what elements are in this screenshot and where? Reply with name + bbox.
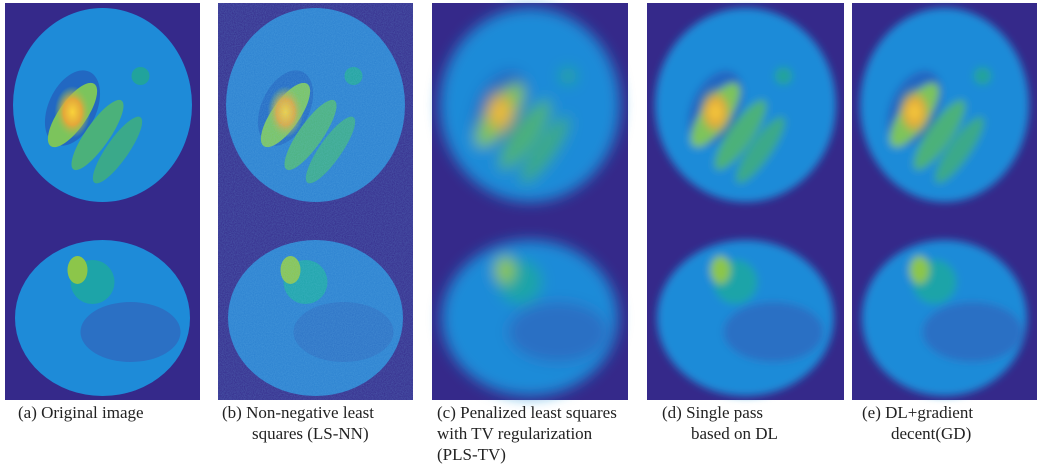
phantom — [860, 8, 1029, 396]
image-panel — [432, 3, 628, 400]
bottom-spot — [495, 256, 515, 284]
phantom — [440, 8, 620, 396]
caption: squares (LS-NN) — [252, 424, 369, 443]
image-panel — [852, 3, 1037, 400]
lobe — [735, 116, 786, 184]
top-disk — [860, 8, 1029, 202]
lobe — [92, 116, 143, 184]
hot-spot — [54, 86, 91, 138]
phantom — [13, 8, 192, 396]
lobe — [913, 99, 966, 171]
small-dot — [559, 67, 577, 85]
hot-spot — [697, 86, 734, 138]
bottom-spot — [67, 256, 88, 284]
lobe — [520, 116, 570, 184]
image-panel — [647, 3, 844, 400]
caption: (b) Non-negative least — [222, 403, 374, 422]
phantom — [655, 8, 836, 396]
small-dot — [973, 67, 992, 85]
lobe — [71, 99, 124, 171]
top-disk — [13, 8, 192, 202]
bottom-region — [922, 302, 1023, 362]
caption: decent(GD) — [891, 424, 971, 443]
hot-spot — [482, 86, 518, 138]
top-disk — [655, 8, 836, 202]
top-disk — [440, 8, 620, 202]
image-panel — [218, 3, 413, 400]
noise-overlay — [218, 3, 413, 400]
lobe — [714, 99, 767, 171]
caption: (c) Penalized least squares — [437, 403, 617, 422]
caption: (PLS-TV) — [437, 445, 506, 464]
caption: (d) Single pass — [662, 403, 763, 422]
bottom-spot — [710, 256, 731, 284]
bottom-region — [508, 302, 608, 362]
small-dot — [774, 67, 793, 85]
bottom-region — [723, 302, 824, 362]
caption: with TV regularization — [437, 424, 593, 443]
caption: (a) Original image — [18, 403, 144, 422]
caption: (e) DL+gradient — [862, 403, 973, 422]
image-panel — [5, 3, 200, 400]
caption: based on DL — [691, 424, 778, 443]
hot-spot — [896, 86, 933, 138]
lobe — [498, 99, 552, 171]
small-dot — [131, 67, 150, 85]
bottom-spot — [909, 256, 930, 284]
lobe — [934, 116, 985, 184]
bottom-region — [80, 302, 181, 362]
